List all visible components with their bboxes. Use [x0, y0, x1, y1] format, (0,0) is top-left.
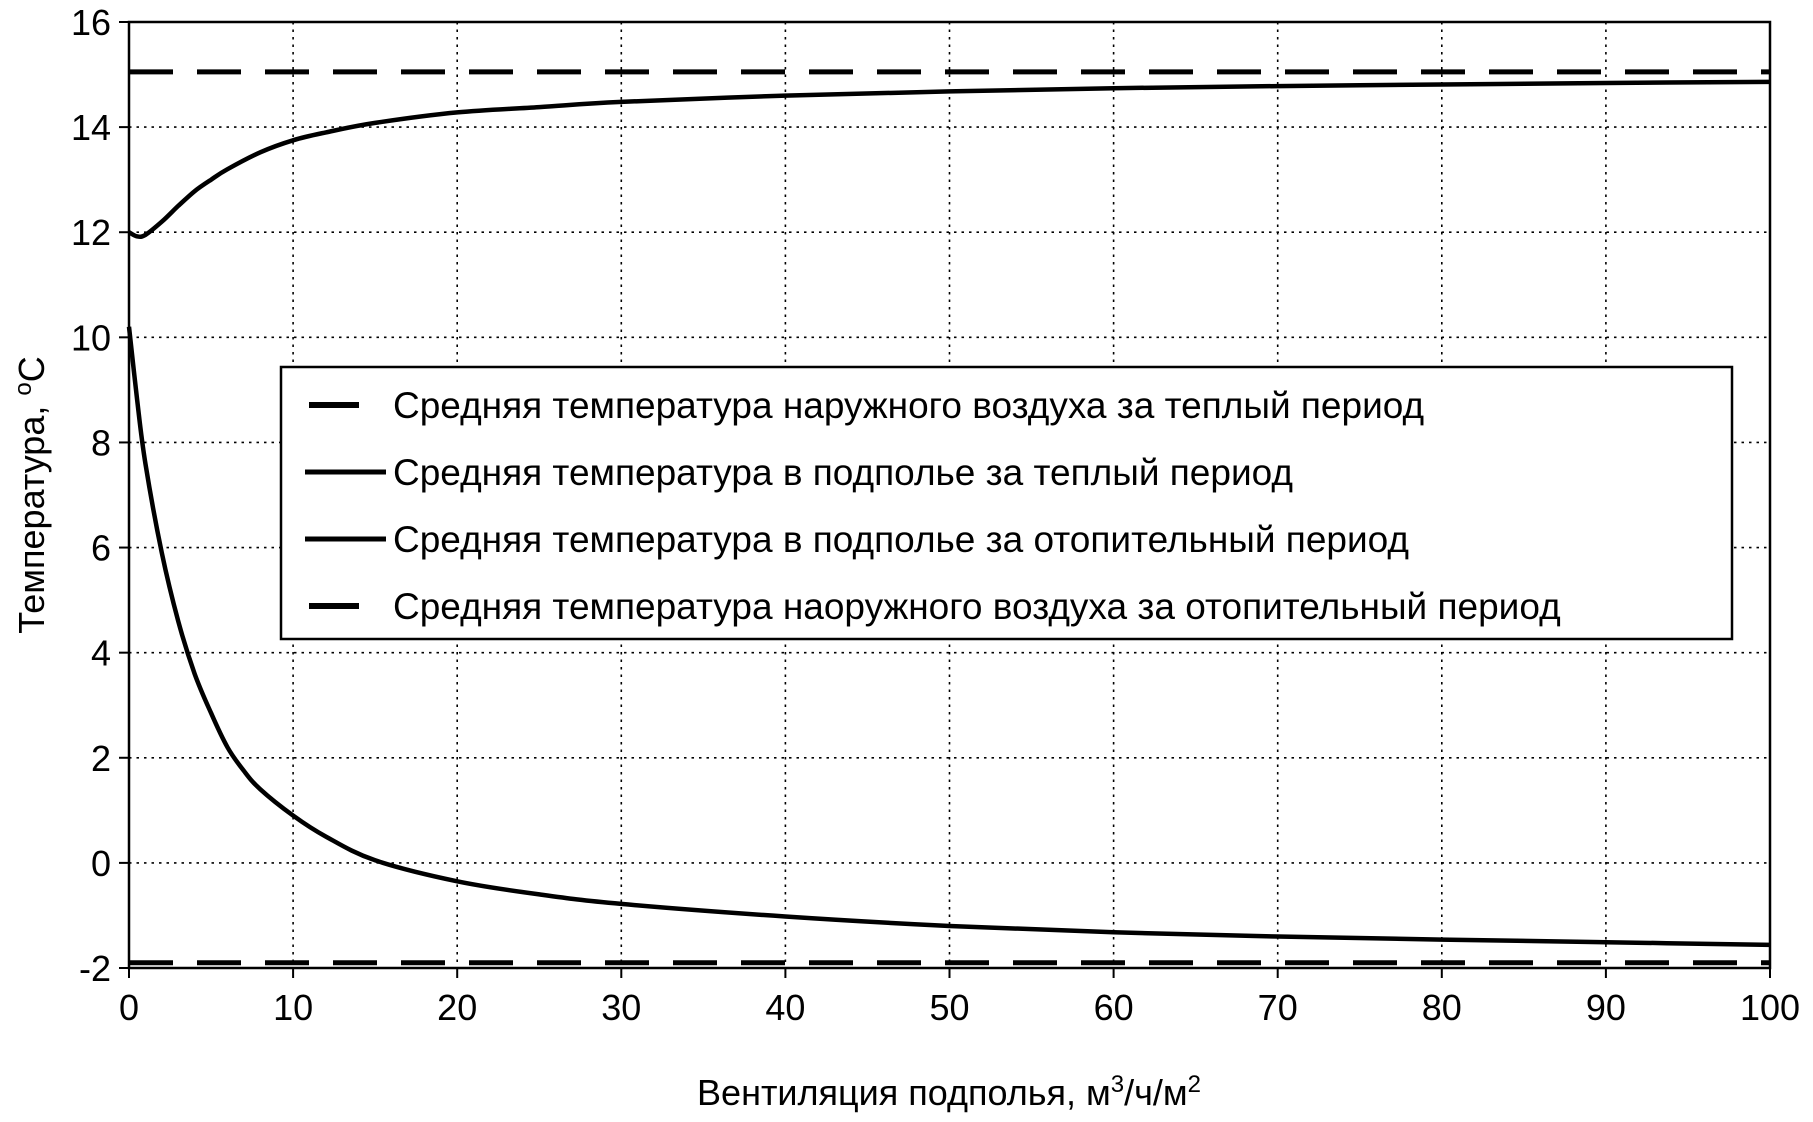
y-tick-label: 16	[71, 2, 111, 43]
x-tick-label: 90	[1586, 987, 1626, 1028]
legend-entry-label: Средняя температура в подполье за теплый…	[393, 452, 1293, 493]
legend: Средняя температура наружного воздуха за…	[279, 365, 1734, 641]
x-axis-title-sup1: 3	[1111, 1071, 1124, 1098]
x-tick-label: 0	[119, 987, 139, 1028]
y-axis-title-main: Температура,	[11, 396, 52, 634]
y-axis-title-sup: o	[10, 382, 37, 395]
y-tick-label: 14	[71, 107, 111, 148]
y-tick-label: 2	[91, 738, 111, 779]
series-layer	[126, 69, 1771, 966]
y-axis-title: Температура, oC	[10, 356, 53, 633]
y-tick-label: 12	[71, 212, 111, 253]
y-tick-label: 8	[91, 422, 111, 463]
x-tick-label: 40	[765, 987, 805, 1028]
x-tick-label: 70	[1258, 987, 1298, 1028]
legend-entry-label: Средняя температура наружного воздуха за…	[393, 385, 1424, 426]
legend-entry-label: Средняя температура в подполье за отопит…	[393, 519, 1409, 560]
legend-box	[279, 365, 1734, 641]
x-axis-title: Вентиляция подполья, м3/ч/м2	[697, 1071, 1201, 1114]
x-tick-label: 30	[601, 987, 641, 1028]
legend-entry-label: Средняя температура наоружного воздуха з…	[393, 586, 1561, 627]
x-tick-label: 60	[1094, 987, 1134, 1028]
x-axis-title-mid: /ч/м	[1124, 1072, 1188, 1113]
y-axis-title-unit: C	[11, 356, 52, 382]
x-tick-label: 100	[1740, 987, 1800, 1028]
series-subfloor-heating-line	[126, 326, 1771, 948]
y-tick-label: 6	[91, 528, 111, 569]
y-tick-label: 4	[91, 633, 111, 674]
x-tick-label: 80	[1422, 987, 1462, 1028]
y-tick-label: 0	[91, 843, 111, 884]
x-tick-label: 20	[437, 987, 477, 1028]
x-tick-label: 50	[929, 987, 969, 1028]
x-tick-label: 10	[273, 987, 313, 1028]
x-axis-title-main: Вентиляция подполья, м	[697, 1072, 1111, 1113]
y-tick-label: -2	[79, 948, 111, 989]
x-axis-title-sup2: 2	[1188, 1071, 1201, 1098]
series-subfloor-warm-line	[127, 79, 1771, 240]
y-tick-label: 10	[71, 317, 111, 358]
